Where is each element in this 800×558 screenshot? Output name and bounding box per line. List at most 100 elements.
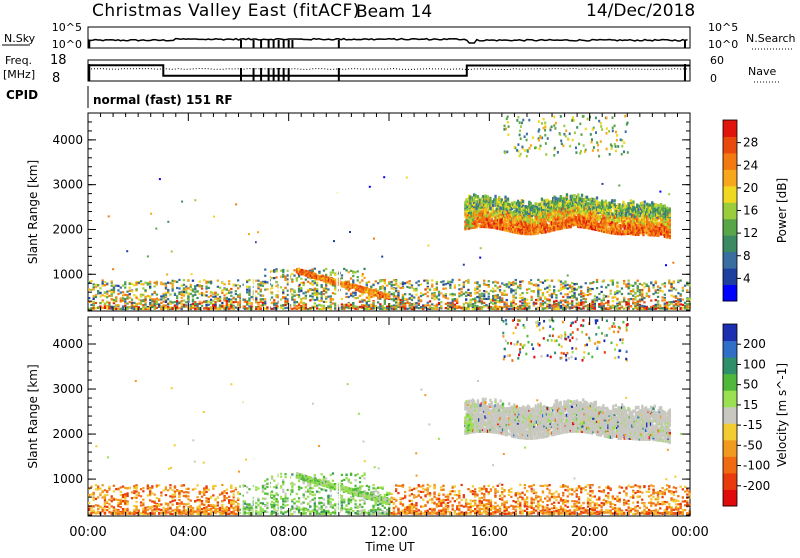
heatmap-cell bbox=[567, 304, 569, 306]
heatmap-cell bbox=[637, 287, 639, 289]
heatmap-cell bbox=[490, 299, 492, 301]
heatmap-cell bbox=[196, 290, 198, 292]
heatmap-cell bbox=[400, 283, 402, 285]
heatmap-cell bbox=[142, 294, 144, 296]
heatmap-cell bbox=[406, 281, 408, 283]
heatmap-cell bbox=[122, 300, 124, 302]
heatmap-cell bbox=[275, 281, 277, 283]
heatmap-cell bbox=[363, 268, 365, 270]
heatmap-cell bbox=[282, 297, 284, 299]
heatmap-cell bbox=[314, 302, 316, 304]
heatmap-cell bbox=[449, 302, 451, 304]
heatmap-cell bbox=[578, 294, 580, 296]
heatmap-cell bbox=[226, 304, 228, 306]
heatmap-cell bbox=[282, 308, 284, 310]
heatmap-cell bbox=[591, 306, 593, 308]
heatmap-cell bbox=[149, 299, 151, 301]
heatmap-cell bbox=[686, 283, 688, 285]
heatmap-cell bbox=[420, 292, 422, 294]
heatmap-cell bbox=[316, 293, 318, 295]
heatmap-cell bbox=[151, 293, 153, 295]
heatmap-cell bbox=[176, 300, 178, 302]
heatmap-cell bbox=[454, 298, 456, 300]
heatmap-cell bbox=[677, 292, 679, 294]
heatmap-cell bbox=[537, 295, 539, 297]
heatmap-cell bbox=[104, 295, 106, 297]
heatmap-cell bbox=[219, 296, 221, 298]
heatmap-cell bbox=[226, 293, 228, 295]
heatmap-cell bbox=[190, 307, 192, 309]
heatmap-cell bbox=[506, 308, 508, 310]
heatmap-cell bbox=[246, 301, 248, 303]
heatmap-cell bbox=[418, 284, 420, 286]
heatmap-cell bbox=[436, 296, 438, 298]
heatmap-cell bbox=[492, 295, 494, 297]
heatmap-cell bbox=[230, 288, 232, 290]
heatmap-cell bbox=[594, 308, 596, 310]
heatmap-cell bbox=[427, 304, 429, 306]
heatmap-cell bbox=[165, 294, 167, 296]
heatmap-cell bbox=[648, 308, 650, 310]
heatmap-cell bbox=[262, 302, 264, 304]
heatmap-cell bbox=[129, 293, 131, 295]
heatmap-cell bbox=[300, 287, 302, 289]
heatmap-cell bbox=[138, 303, 140, 305]
heatmap-cell bbox=[194, 308, 196, 310]
heatmap-cell bbox=[345, 304, 347, 306]
heatmap-cell bbox=[210, 291, 212, 293]
heatmap-cell bbox=[512, 219, 514, 222]
heatmap-cell bbox=[196, 297, 198, 299]
heatmap-cell bbox=[553, 289, 555, 291]
heatmap-cell bbox=[108, 295, 110, 297]
heatmap-cell bbox=[616, 292, 618, 294]
heatmap-cell bbox=[183, 279, 185, 281]
heatmap-cell bbox=[641, 289, 643, 291]
heatmap-cell bbox=[165, 283, 167, 285]
heatmap-cell bbox=[632, 308, 634, 310]
heatmap-cell bbox=[293, 269, 295, 271]
heatmap-cell bbox=[634, 296, 636, 298]
heatmap-cell bbox=[643, 286, 645, 288]
heatmap-cell bbox=[637, 295, 639, 297]
heatmap-cell bbox=[307, 291, 309, 293]
heatmap-cell bbox=[244, 306, 246, 308]
heatmap-cell bbox=[246, 308, 248, 310]
heatmap-cell bbox=[205, 307, 207, 309]
heatmap-cell bbox=[147, 307, 149, 309]
heatmap-cell bbox=[503, 293, 505, 295]
heatmap-cell bbox=[400, 287, 402, 289]
heatmap-cell bbox=[187, 293, 189, 295]
heatmap-cell bbox=[673, 287, 675, 289]
heatmap-cell bbox=[619, 291, 621, 293]
heatmap-cell bbox=[499, 300, 501, 302]
heatmap-cell bbox=[555, 297, 557, 299]
heatmap-cell bbox=[458, 293, 460, 295]
heatmap-cell bbox=[248, 279, 250, 281]
heatmap-cell bbox=[682, 290, 684, 292]
heatmap-cell bbox=[431, 294, 433, 296]
heatmap-cell bbox=[312, 284, 314, 286]
heatmap-cell bbox=[544, 302, 546, 304]
heatmap-cell bbox=[296, 308, 298, 310]
heatmap-cell bbox=[201, 302, 203, 304]
heatmap-cell bbox=[555, 300, 557, 302]
heatmap-cell bbox=[129, 287, 131, 289]
heatmap-cell bbox=[214, 301, 216, 303]
heatmap-cell bbox=[463, 303, 465, 305]
heatmap-cell bbox=[151, 306, 153, 308]
heatmap-cell bbox=[214, 298, 216, 300]
heatmap-cell bbox=[458, 295, 460, 297]
heatmap-cell bbox=[479, 285, 481, 287]
heatmap-cell bbox=[657, 304, 659, 306]
heatmap-cell bbox=[309, 295, 311, 297]
heatmap-cell bbox=[93, 283, 95, 285]
heatmap-cell bbox=[596, 196, 598, 199]
heatmap-cell bbox=[257, 283, 259, 285]
heatmap-cell bbox=[538, 208, 540, 211]
heatmap-cell bbox=[436, 304, 438, 306]
heatmap-cell bbox=[144, 304, 146, 306]
heatmap-cell bbox=[499, 297, 501, 299]
heatmap-cell bbox=[284, 287, 286, 289]
heatmap-cell bbox=[452, 293, 454, 295]
heatmap-cell bbox=[585, 305, 587, 307]
